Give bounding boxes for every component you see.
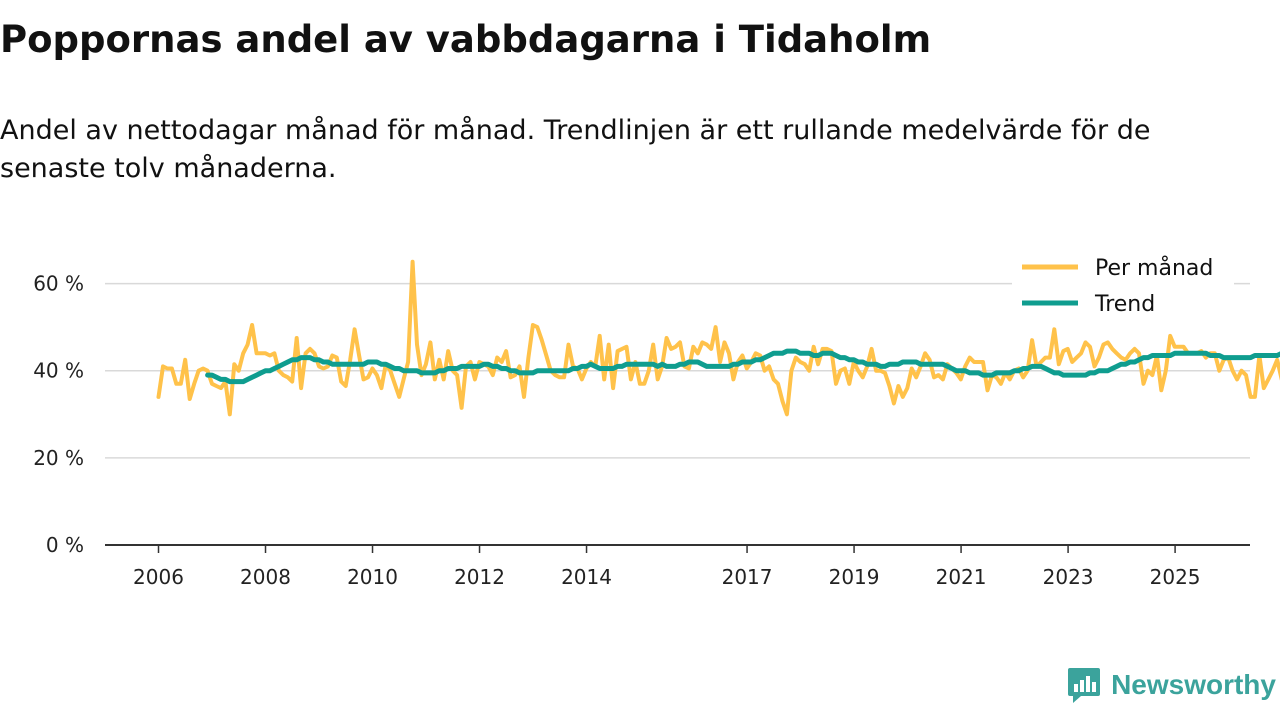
x-tick-label: 2008 xyxy=(240,565,291,589)
x-axis: 2006 2008 2010 2012 2014 2017 2019 2021 2023 2025 xyxy=(105,544,1250,589)
y-tick-label: 40 % xyxy=(33,359,84,383)
legend-background xyxy=(1012,250,1234,322)
newsworthy-wordmark: Newsworthy xyxy=(1111,669,1276,700)
x-tick-label: 2012 xyxy=(454,565,505,589)
x-tick-label: 2025 xyxy=(1150,565,1201,589)
y-tick-label: 0 % xyxy=(46,533,84,557)
x-tick-label: 2006 xyxy=(133,565,184,589)
legend: Per månad Trend xyxy=(1012,250,1234,322)
y-tick-label: 20 % xyxy=(33,446,84,470)
chart-subtitle: Andel av nettodagar månad för månad. Tre… xyxy=(0,115,1151,184)
series-line-trend xyxy=(205,348,1280,385)
newsworthy-brand: Newsworthy xyxy=(1067,666,1276,704)
series-lines xyxy=(156,259,1280,417)
series-line-per-manad xyxy=(156,259,1280,417)
legend-label-per-manad: Per månad xyxy=(1095,255,1213,281)
x-tick-label: 2010 xyxy=(347,565,398,589)
x-tick-label: 2023 xyxy=(1043,565,1094,589)
x-tick-label: 2017 xyxy=(722,565,773,589)
chart-title: Poppornas andel av vabbdagarna i Tidahol… xyxy=(0,18,932,61)
x-tick-label: 2014 xyxy=(561,565,612,589)
x-tick-label: 2021 xyxy=(936,565,987,589)
y-tick-label: 60 % xyxy=(33,272,84,296)
legend-label-trend: Trend xyxy=(1094,292,1155,317)
newsworthy-logo-icon xyxy=(1068,668,1101,703)
x-tick-label: 2019 xyxy=(829,565,880,589)
y-axis: 0 % 20 % 40 % 60 % xyxy=(33,272,84,557)
